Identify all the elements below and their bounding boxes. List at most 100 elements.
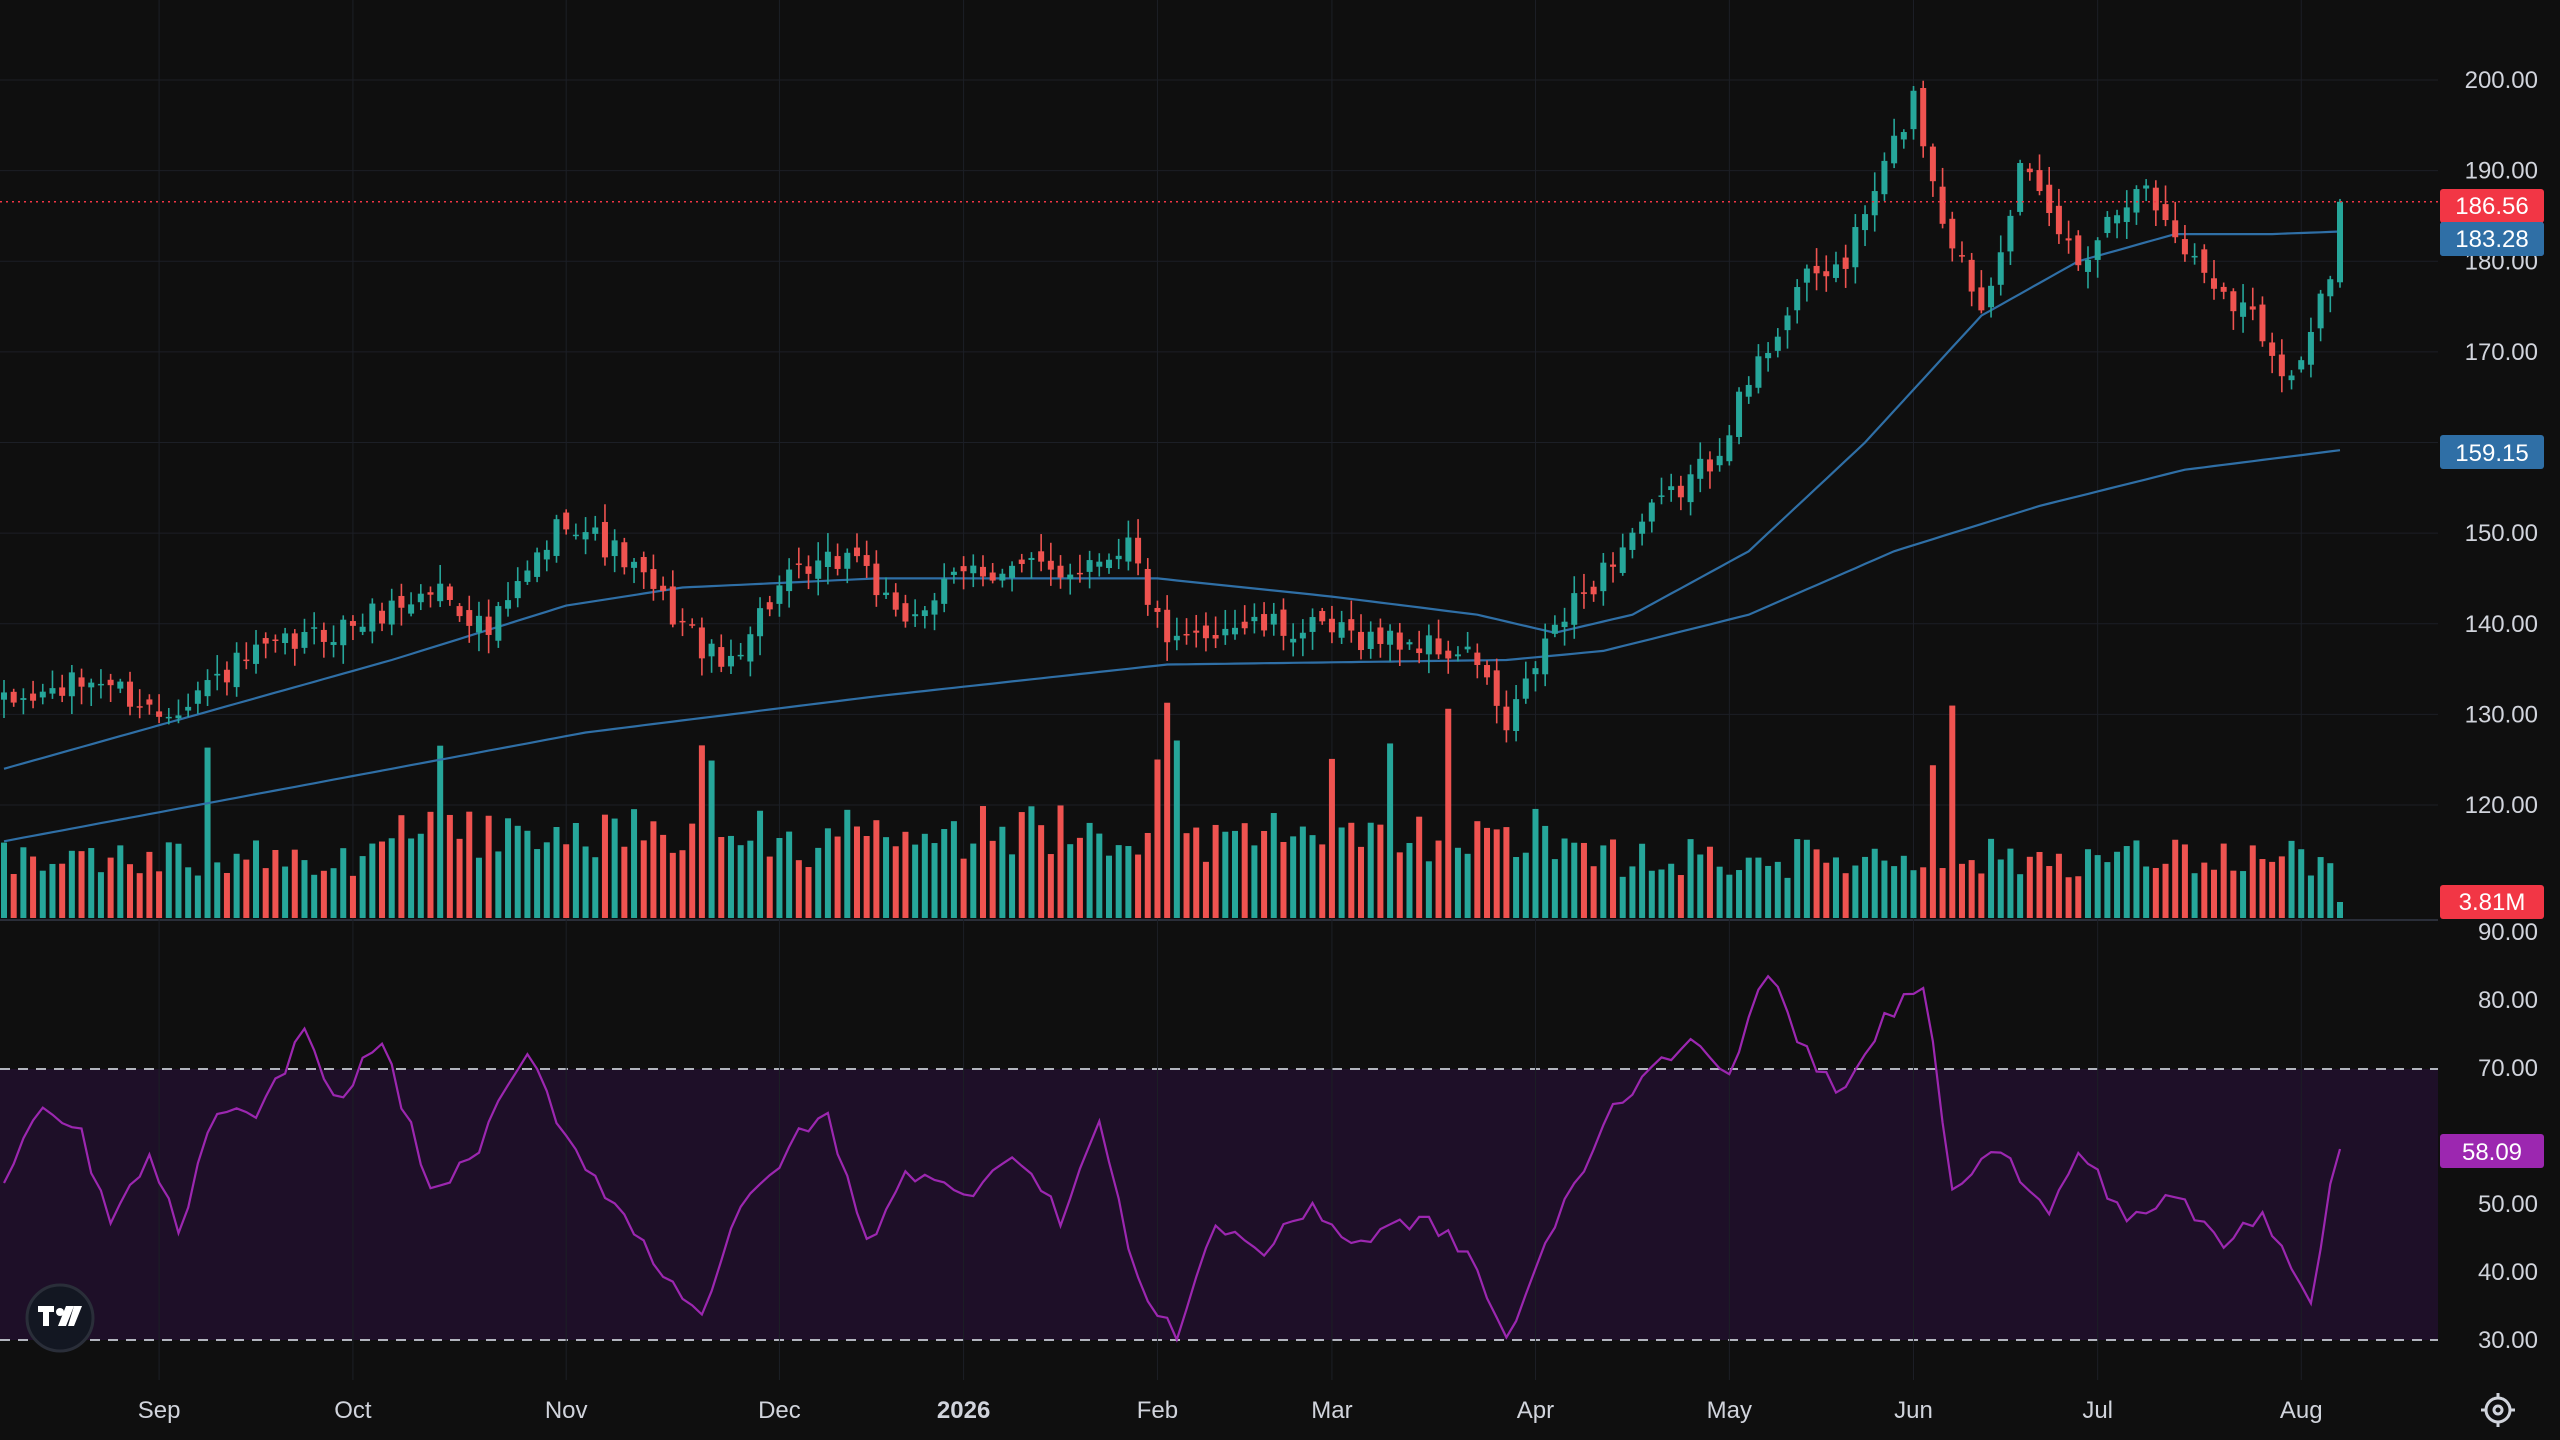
volume-bar <box>1745 857 1752 918</box>
volume-bar <box>408 838 415 918</box>
volume-bar <box>340 848 347 918</box>
time-tick-label: Oct <box>334 1397 372 1424</box>
candle <box>0 679 8 719</box>
volume-bar <box>107 857 114 918</box>
candle <box>475 601 482 652</box>
candle <box>786 558 793 608</box>
volume-bar <box>1396 852 1403 918</box>
candle <box>1222 609 1229 645</box>
candle <box>1096 553 1103 577</box>
candle <box>737 642 744 660</box>
candle <box>2210 260 2217 300</box>
candle <box>97 669 104 699</box>
volume-bar <box>301 860 308 918</box>
volume-bar <box>388 838 395 918</box>
volume-bar <box>1328 758 1335 918</box>
volume-bar <box>1173 740 1180 918</box>
candle <box>883 577 890 600</box>
candle <box>1580 573 1587 609</box>
volume-bar <box>1958 863 1965 918</box>
volume-bar <box>1057 805 1064 918</box>
candle <box>669 570 676 628</box>
volume-bar <box>1009 854 1016 918</box>
rsi-tick-label: 90.00 <box>2478 919 2538 946</box>
volume-bar <box>398 815 405 918</box>
volume-bar <box>2133 840 2140 918</box>
volume-bar <box>49 863 56 918</box>
volume-bar <box>2055 853 2062 918</box>
candle <box>1968 252 1975 307</box>
time-tick-label: Nov <box>545 1397 588 1424</box>
candle <box>514 567 521 608</box>
candle <box>1513 684 1520 742</box>
candle <box>1454 646 1461 662</box>
candle <box>1154 600 1161 628</box>
time-tick-label: Mar <box>1311 1397 1352 1424</box>
candle <box>1668 473 1675 502</box>
volume-bar <box>1018 812 1025 918</box>
volume-bar <box>892 846 899 918</box>
volume-bar <box>883 837 890 918</box>
candle <box>2259 296 2266 347</box>
volume-bar <box>1910 870 1917 918</box>
candle <box>2172 201 2179 244</box>
volume-bar <box>999 826 1006 918</box>
candle <box>970 554 977 588</box>
candle <box>1522 661 1529 704</box>
volume-bar <box>698 745 705 918</box>
rsi-badge: 58.09 <box>2440 1134 2544 1168</box>
candle <box>1358 614 1365 660</box>
volume-bar <box>1765 865 1772 918</box>
candle <box>902 594 909 628</box>
candle <box>359 613 366 636</box>
candle <box>456 603 463 622</box>
candle <box>2317 289 2324 342</box>
volume-bar <box>2307 875 2314 918</box>
tradingview-logo-icon[interactable] <box>25 1283 95 1353</box>
candle <box>1183 618 1190 645</box>
candle <box>2065 220 2072 254</box>
candle <box>1745 376 1752 404</box>
candle <box>1774 328 1781 358</box>
candle <box>1319 607 1326 625</box>
volume-bar <box>2278 856 2285 918</box>
volume-bar <box>931 843 938 918</box>
candle <box>766 595 773 617</box>
candle <box>1697 442 1704 493</box>
volume-bar <box>1474 821 1481 918</box>
volume-bar <box>669 852 676 918</box>
volume-bar <box>2123 846 2130 918</box>
candle <box>1736 387 1743 445</box>
volume-bar <box>660 834 667 918</box>
candle <box>2191 243 2198 265</box>
candle <box>1677 475 1684 511</box>
candle <box>1377 618 1384 658</box>
volume-bar <box>1183 833 1190 918</box>
volume-bar <box>1193 827 1200 918</box>
candle <box>2123 190 2130 239</box>
candle <box>194 681 201 714</box>
volume-bar <box>1852 865 1859 918</box>
volume-bar <box>1648 870 1655 918</box>
volume-bar <box>1105 855 1113 918</box>
candle <box>660 576 667 601</box>
volume-bar <box>1241 823 1248 918</box>
candle <box>1862 205 1869 247</box>
volume-bar <box>1096 833 1103 918</box>
candle <box>853 533 860 563</box>
settings-gear-icon[interactable] <box>2481 1393 2515 1427</box>
volume-bar <box>1338 827 1345 918</box>
volume-bar <box>427 811 434 918</box>
volume-bar <box>2201 862 2208 918</box>
volume-bar <box>1842 873 1849 918</box>
volume-bar <box>68 850 75 918</box>
candle <box>39 683 46 705</box>
candle <box>1910 85 1917 140</box>
candle <box>1425 624 1432 674</box>
price-tick-label: 190.00 <box>2465 158 2538 185</box>
candle <box>1028 552 1035 579</box>
candle <box>1047 542 1054 586</box>
volume-bar <box>2336 902 2344 918</box>
candle <box>233 642 240 697</box>
volume-bar <box>524 830 531 918</box>
